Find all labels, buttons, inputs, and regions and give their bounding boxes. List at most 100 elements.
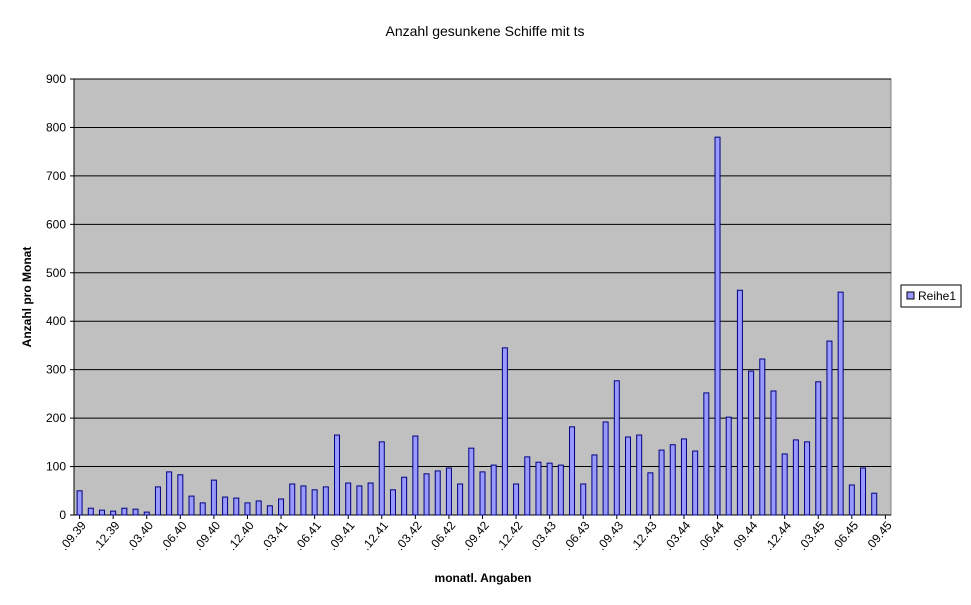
bar <box>244 502 251 516</box>
chart-title: Anzahl gesunkene Schiffe mit ts <box>386 23 585 39</box>
bar <box>848 484 855 516</box>
bar <box>658 449 665 516</box>
bar <box>177 474 184 516</box>
bar <box>199 502 206 516</box>
y-tick-label: 500 <box>46 266 66 280</box>
bar <box>647 472 654 516</box>
bar <box>98 509 105 516</box>
bar <box>278 498 285 516</box>
bar <box>423 473 430 516</box>
bar <box>289 483 296 516</box>
x-tick-label: .09.40 <box>191 518 223 553</box>
x-tick-label: .12.39 <box>90 518 122 553</box>
bar <box>345 482 352 516</box>
y-tick-label: 300 <box>46 363 66 377</box>
bar <box>266 505 273 516</box>
x-tick-label: .03.44 <box>661 518 693 553</box>
bar <box>334 434 341 516</box>
bar <box>792 439 799 516</box>
bar <box>412 435 419 516</box>
bar <box>826 340 833 516</box>
x-tick-label: .03.45 <box>795 518 827 553</box>
y-tick-label: 600 <box>46 217 66 231</box>
y-tick-label: 800 <box>46 120 66 134</box>
bar <box>557 464 564 516</box>
bar <box>837 291 844 516</box>
bar <box>87 507 94 516</box>
bar <box>132 508 139 516</box>
bar <box>76 490 83 516</box>
legend <box>900 284 962 308</box>
bar <box>154 486 161 516</box>
x-tick-label: .09.45 <box>863 518 895 553</box>
x-tick-label: .06.40 <box>158 518 190 553</box>
bar <box>501 347 508 516</box>
bar <box>680 438 687 516</box>
bar <box>378 441 385 516</box>
x-tick-label: .09.44 <box>728 518 760 553</box>
x-tick-label: .03.40 <box>124 518 156 553</box>
x-tick-label: .12.41 <box>359 518 391 553</box>
bar <box>613 380 620 516</box>
bar <box>401 476 408 516</box>
bar <box>804 441 811 516</box>
bar <box>166 471 173 516</box>
bar <box>445 467 452 516</box>
x-tick-label: .12.43 <box>628 518 660 553</box>
bar <box>759 358 766 516</box>
bar <box>367 482 374 516</box>
bar <box>669 444 676 516</box>
x-tick-label: .09.43 <box>594 518 626 553</box>
x-tick-label: .09.41 <box>325 518 357 553</box>
bar <box>434 470 441 516</box>
bar <box>322 486 329 516</box>
bar <box>736 289 743 516</box>
y-tick-label: 200 <box>46 411 66 425</box>
bar <box>692 450 699 516</box>
x-tick-label: .06.41 <box>292 518 324 553</box>
bar <box>725 416 732 516</box>
x-tick-label: .12.40 <box>225 518 257 553</box>
bar <box>468 447 475 516</box>
bar <box>781 453 788 516</box>
y-tick-label: 700 <box>46 169 66 183</box>
bar <box>569 426 576 516</box>
x-tick-label: .03.41 <box>258 518 290 553</box>
bar <box>143 511 150 516</box>
x-tick-label: .12.42 <box>493 518 525 553</box>
x-tick-label: .06.44 <box>695 518 727 553</box>
bar <box>300 485 307 516</box>
bar <box>255 500 262 516</box>
x-axis-label: monatl. Angaben <box>435 571 532 585</box>
bar <box>188 495 195 516</box>
bar <box>210 479 217 516</box>
bar <box>222 496 229 516</box>
bar <box>490 464 497 516</box>
x-tick-label: .09.39 <box>57 518 89 553</box>
bar <box>624 436 631 516</box>
bar <box>457 483 464 516</box>
x-tick-label: .09.42 <box>460 518 492 553</box>
bar <box>356 485 363 516</box>
y-axis-label: Anzahl pro Monat <box>20 247 34 348</box>
bar <box>535 461 542 516</box>
x-tick-label: .03.42 <box>393 518 425 553</box>
bar <box>602 421 609 516</box>
x-tick-label: .06.45 <box>829 518 861 553</box>
bar <box>513 483 520 516</box>
bar <box>546 462 553 516</box>
x-tick-label: .06.42 <box>426 518 458 553</box>
bar <box>815 381 822 516</box>
bar <box>748 370 755 516</box>
bar <box>871 492 878 516</box>
x-tick-label: .06.43 <box>560 518 592 553</box>
bar <box>121 507 128 516</box>
bar <box>311 489 318 516</box>
legend-label: Reihe1 <box>918 289 956 303</box>
bar <box>110 510 117 516</box>
bar <box>703 392 710 516</box>
bar <box>591 454 598 516</box>
bar <box>714 136 721 516</box>
y-tick-label: 400 <box>46 314 66 328</box>
